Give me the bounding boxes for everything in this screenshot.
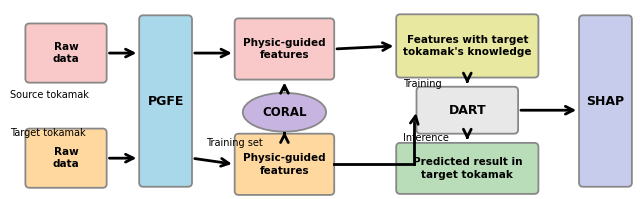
Text: SHAP: SHAP: [586, 95, 625, 107]
FancyBboxPatch shape: [26, 129, 107, 188]
FancyBboxPatch shape: [235, 18, 334, 80]
Text: Training: Training: [403, 79, 442, 89]
FancyBboxPatch shape: [26, 23, 107, 83]
FancyBboxPatch shape: [417, 87, 518, 134]
FancyBboxPatch shape: [139, 15, 192, 187]
Text: Inference: Inference: [403, 133, 449, 143]
Text: PGFE: PGFE: [147, 95, 184, 107]
Ellipse shape: [243, 93, 326, 132]
FancyBboxPatch shape: [396, 14, 538, 78]
Text: Physic-guided
features: Physic-guided features: [243, 153, 326, 176]
Text: Predicted result in
target tokamak: Predicted result in target tokamak: [413, 157, 522, 179]
FancyBboxPatch shape: [235, 134, 334, 195]
Text: Training set: Training set: [206, 138, 263, 148]
Text: Features with target
tokamak's knowledge: Features with target tokamak's knowledge: [403, 35, 532, 57]
Text: Raw
data: Raw data: [52, 147, 79, 169]
Text: Source tokamak: Source tokamak: [10, 90, 89, 100]
Text: Physic-guided
features: Physic-guided features: [243, 38, 326, 60]
Text: Raw
data: Raw data: [52, 42, 79, 64]
Text: DART: DART: [449, 104, 486, 117]
Text: Target tokamak: Target tokamak: [10, 128, 86, 138]
Text: CORAL: CORAL: [262, 106, 307, 119]
FancyBboxPatch shape: [396, 143, 538, 194]
FancyBboxPatch shape: [579, 15, 632, 187]
